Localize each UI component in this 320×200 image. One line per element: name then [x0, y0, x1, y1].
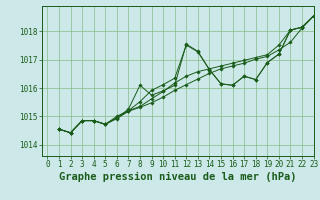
X-axis label: Graphe pression niveau de la mer (hPa): Graphe pression niveau de la mer (hPa) [59, 172, 296, 182]
